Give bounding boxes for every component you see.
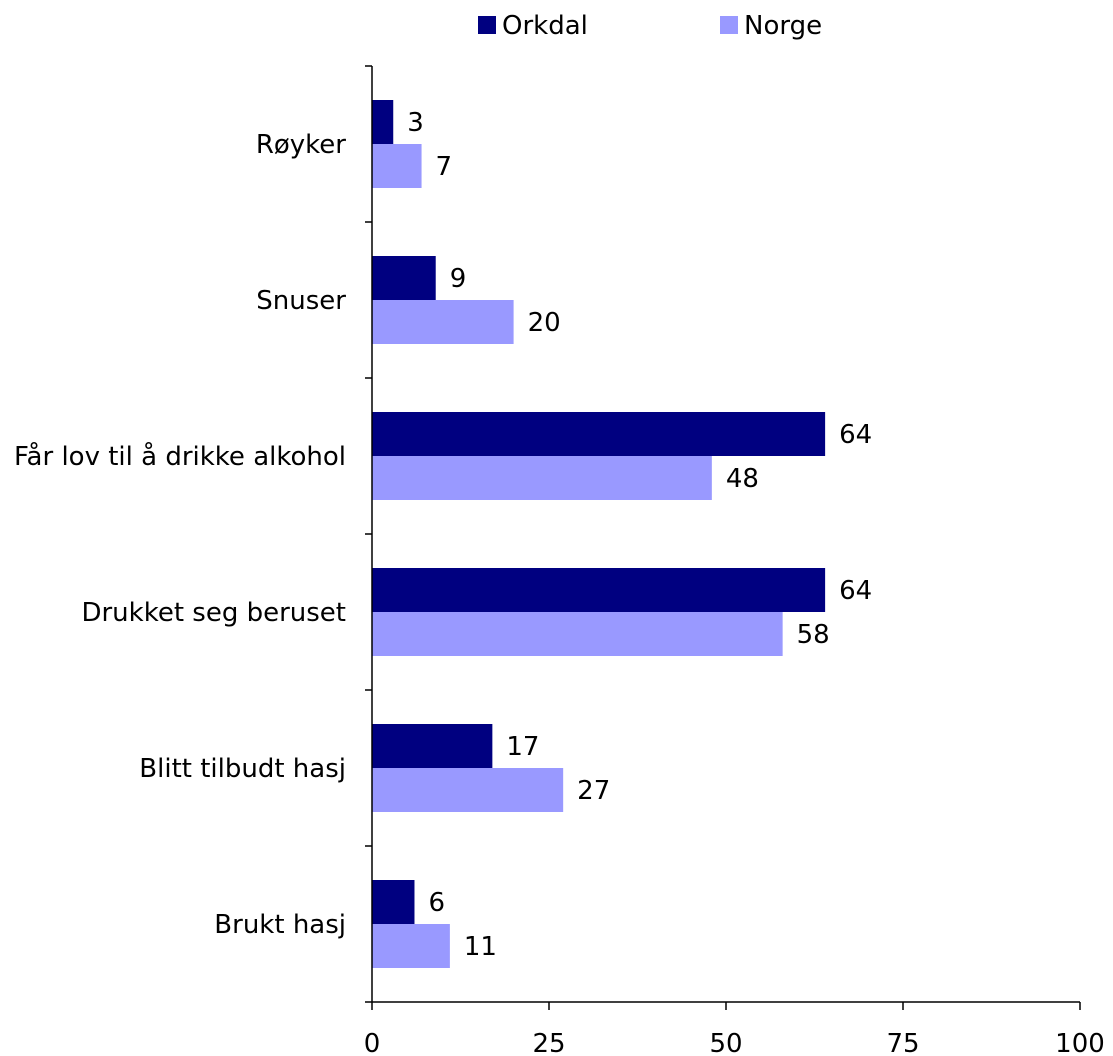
value-label-orkdal-2: 64 [839, 420, 872, 450]
category-label-1: Snuser [256, 286, 346, 316]
bars: 37 9 20 64 48 64 58 17 27 6 11 [372, 100, 872, 968]
bar-orkdal-4 [372, 724, 493, 768]
x-tick-label-3: 75 [886, 1029, 919, 1056]
value-label-orkdal-4: 17 [506, 732, 539, 762]
value-label-orkdal-3: 64 [839, 576, 872, 606]
value-label-norge-3: 58 [797, 620, 830, 650]
legend-swatch-norge [720, 16, 738, 34]
bar-norge-5 [372, 924, 450, 968]
value-label-norge-2: 48 [726, 464, 759, 494]
bar-norge-2 [372, 456, 712, 500]
bar-orkdal-1 [372, 256, 436, 300]
bar-orkdal-3 [372, 568, 826, 612]
x-tick-label-0: 0 [364, 1029, 381, 1056]
axes: Røyker Snuser Får lov til å drikke alkohol… [14, 65, 1105, 1056]
bar-orkdal-0 [372, 100, 394, 144]
value-label-norge-1: 20 [528, 308, 561, 338]
x-tick-label-4: 100 [1055, 1029, 1105, 1056]
legend-label-norge: Norge [744, 11, 822, 41]
category-label-0: Røyker [256, 130, 346, 160]
bar-orkdal-2 [372, 412, 826, 456]
value-label-orkdal-0: 3 [407, 108, 424, 138]
category-label-2: Får lov til å drikke alkohol [14, 441, 346, 472]
bar-norge-4 [372, 768, 564, 812]
category-label-3: Drukket seg beruset [81, 598, 346, 628]
bar-orkdal-5 [372, 880, 415, 924]
category-label-4: Blitt tilbudt hasj [139, 754, 346, 784]
value-label-norge-0: 7 [436, 152, 453, 182]
legend: Orkdal Norge [478, 11, 822, 41]
category-label-5: Brukt hasj [214, 910, 346, 940]
value-label-orkdal-1: 9 [450, 264, 467, 294]
bar-norge-1 [372, 300, 514, 344]
legend-label-orkdal: Orkdal [502, 11, 588, 41]
value-label-orkdal-5: 6 [428, 888, 445, 918]
bar-norge-0 [372, 144, 422, 188]
legend-swatch-orkdal [478, 16, 496, 34]
value-label-norge-5: 11 [464, 932, 497, 962]
value-label-norge-4: 27 [577, 776, 610, 806]
x-tick-label-1: 25 [532, 1029, 565, 1056]
bar-norge-3 [372, 612, 783, 656]
x-tick-label-2: 50 [709, 1029, 742, 1056]
